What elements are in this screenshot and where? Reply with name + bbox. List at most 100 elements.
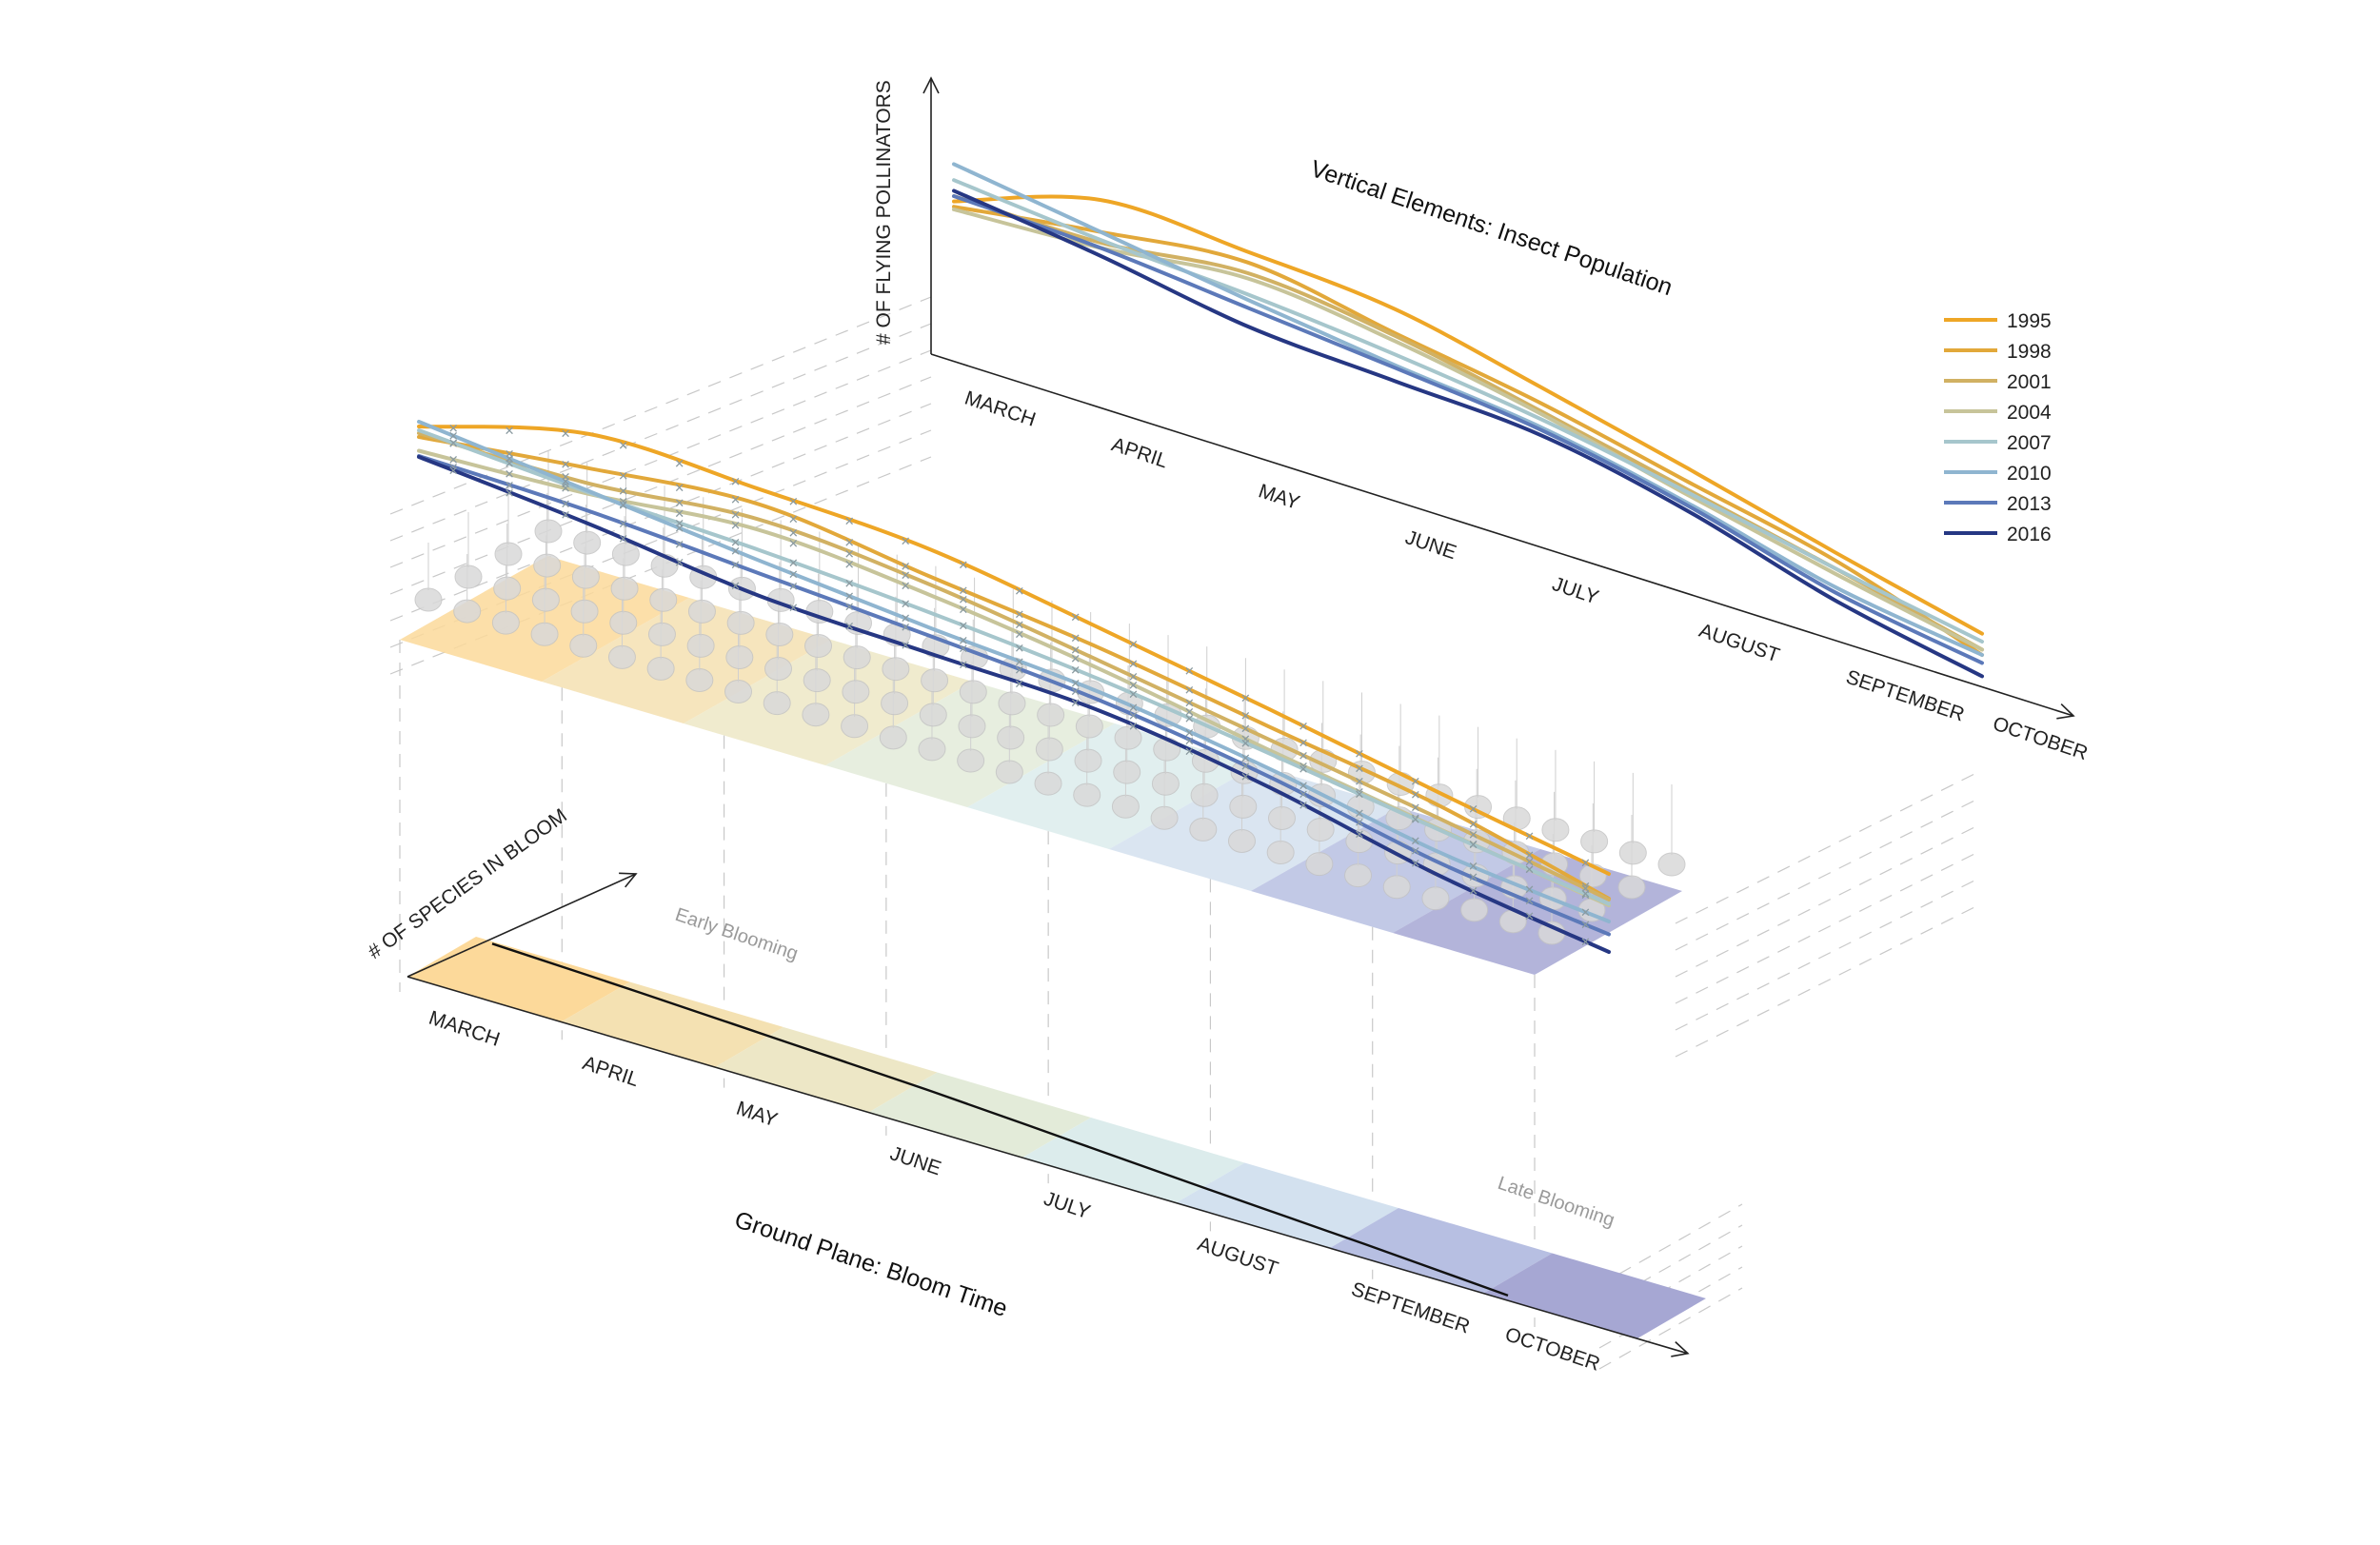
plant-pot xyxy=(1227,828,1256,853)
insect-marker: ✕ xyxy=(1070,676,1081,690)
field-line-1995 xyxy=(417,425,1611,876)
guide-line xyxy=(389,323,932,542)
insect-marker: ✕ xyxy=(618,531,628,545)
insect-marker: ✕ xyxy=(1014,655,1024,669)
insect-marker: ✕ xyxy=(1410,774,1420,788)
insect-marker: ✕ xyxy=(1014,677,1024,691)
insect-marker: ✕ xyxy=(788,567,799,582)
field-band xyxy=(1393,849,1682,975)
insect-marker: ✕ xyxy=(1184,726,1195,741)
plant-pot xyxy=(1034,771,1062,796)
top-y-arrow xyxy=(922,76,940,94)
plant-pot xyxy=(1344,863,1373,888)
guide-line xyxy=(1675,770,1981,924)
ground-x-tick-may: MAY xyxy=(734,1098,781,1132)
insect-marker: ✕ xyxy=(1355,806,1365,821)
insect-marker: ✕ xyxy=(1184,683,1195,697)
insect-marker: ✕ xyxy=(1070,631,1081,645)
ground-x-tick-july: JULY xyxy=(1041,1188,1094,1224)
plant-pot xyxy=(764,657,793,682)
plant-pot xyxy=(843,645,871,670)
ground-x-tick-april: APRIL xyxy=(580,1052,642,1091)
bloom-band-april xyxy=(561,981,783,1067)
insect-marker: ✕ xyxy=(958,642,968,656)
insect-marker: ✕ xyxy=(1184,696,1195,710)
plant-pot xyxy=(802,703,830,727)
insect-marker: ✕ xyxy=(1355,787,1365,802)
plant-pot xyxy=(1617,875,1646,900)
guide-line xyxy=(389,403,932,622)
plant-pot xyxy=(414,587,443,612)
insect-marker: ✕ xyxy=(674,506,684,521)
insect-marker: ✕ xyxy=(1355,746,1365,761)
field-band xyxy=(542,598,831,723)
top-x-arrow xyxy=(2056,703,2075,720)
insect-marker: ✕ xyxy=(505,446,515,461)
bloom-band-may xyxy=(715,1027,938,1113)
ground-x-axis xyxy=(407,976,1689,1355)
insect-marker: ✕ xyxy=(1410,801,1420,815)
ground-x-tick-september: SEPTEMBER xyxy=(1349,1278,1473,1338)
insect-marker: ✕ xyxy=(618,494,628,508)
guide-line xyxy=(1598,1287,1743,1370)
plant-pot xyxy=(685,667,714,692)
plant-pot xyxy=(454,565,483,589)
insect-marker: ✕ xyxy=(730,492,741,506)
insect-marker: ✕ xyxy=(1524,882,1535,897)
insect-marker: ✕ xyxy=(1299,787,1309,802)
insect-marker: ✕ xyxy=(1580,905,1591,920)
plant-pot xyxy=(493,576,522,601)
plant-pot xyxy=(842,680,870,704)
bloom-band-march xyxy=(407,937,630,1022)
plant-pot xyxy=(1618,841,1647,865)
insect-marker: ✕ xyxy=(1524,862,1535,877)
insect-marker: ✕ xyxy=(1299,798,1309,812)
guide-line xyxy=(1598,1203,1743,1286)
insect-marker: ✕ xyxy=(505,424,515,438)
legend-label-2016: 2016 xyxy=(2007,524,2052,545)
insect-marker: ✕ xyxy=(1580,887,1591,901)
series-line-1998 xyxy=(952,205,1984,657)
series-line-2007 xyxy=(952,178,1984,644)
insect-marker: ✕ xyxy=(1355,816,1365,830)
ground-x-tick-march: MARCH xyxy=(426,1007,503,1051)
series-line-2010 xyxy=(952,162,1984,657)
field-line-2013 xyxy=(417,454,1611,937)
insect-marker: ✕ xyxy=(1240,770,1251,784)
insect-marker: ✕ xyxy=(1240,691,1251,705)
plant-pot xyxy=(531,587,560,612)
top-x-tick-september: SEPTEMBER xyxy=(1843,666,1967,726)
legend-label-2007: 2007 xyxy=(2007,432,2052,454)
insect-marker: ✕ xyxy=(561,457,571,471)
insect-marker: ✕ xyxy=(1355,775,1365,789)
plant-pot xyxy=(1113,760,1141,784)
insect-marker: ✕ xyxy=(1580,881,1591,896)
series-line-2016 xyxy=(952,188,1984,679)
top-x-tick-july: JULY xyxy=(1550,573,1602,609)
plant-field xyxy=(400,451,1686,975)
insect-marker: ✕ xyxy=(1580,918,1591,932)
plant-pot xyxy=(686,633,715,658)
guide-line xyxy=(1675,797,1981,951)
insect-marker: ✕ xyxy=(730,558,741,572)
legend-label-1995: 1995 xyxy=(2007,310,2052,332)
insect-marker: ✕ xyxy=(1299,759,1309,773)
insect-marker: ✕ xyxy=(1070,684,1081,699)
insect-marker: ✕ xyxy=(448,464,459,478)
insect-marker: ✕ xyxy=(674,537,684,551)
insect-marker: ✕ xyxy=(1128,657,1139,671)
ground-x-tick-october: OCTOBER xyxy=(1502,1323,1602,1376)
insect-marker: ✕ xyxy=(561,482,571,496)
insect-marker: ✕ xyxy=(1240,732,1251,746)
insect-marker: ✕ xyxy=(1524,829,1535,843)
insect-marker: ✕ xyxy=(1299,762,1309,776)
ground-y-arrow xyxy=(619,872,638,888)
insect-marker: ✕ xyxy=(844,576,855,590)
insect-marker: ✕ xyxy=(505,452,515,466)
top-x-tick-october: OCTOBER xyxy=(1990,713,2090,765)
insect-marker: ✕ xyxy=(561,469,571,484)
insect-marker: ✕ xyxy=(561,497,571,511)
insect-marker: ✕ xyxy=(1468,860,1478,874)
